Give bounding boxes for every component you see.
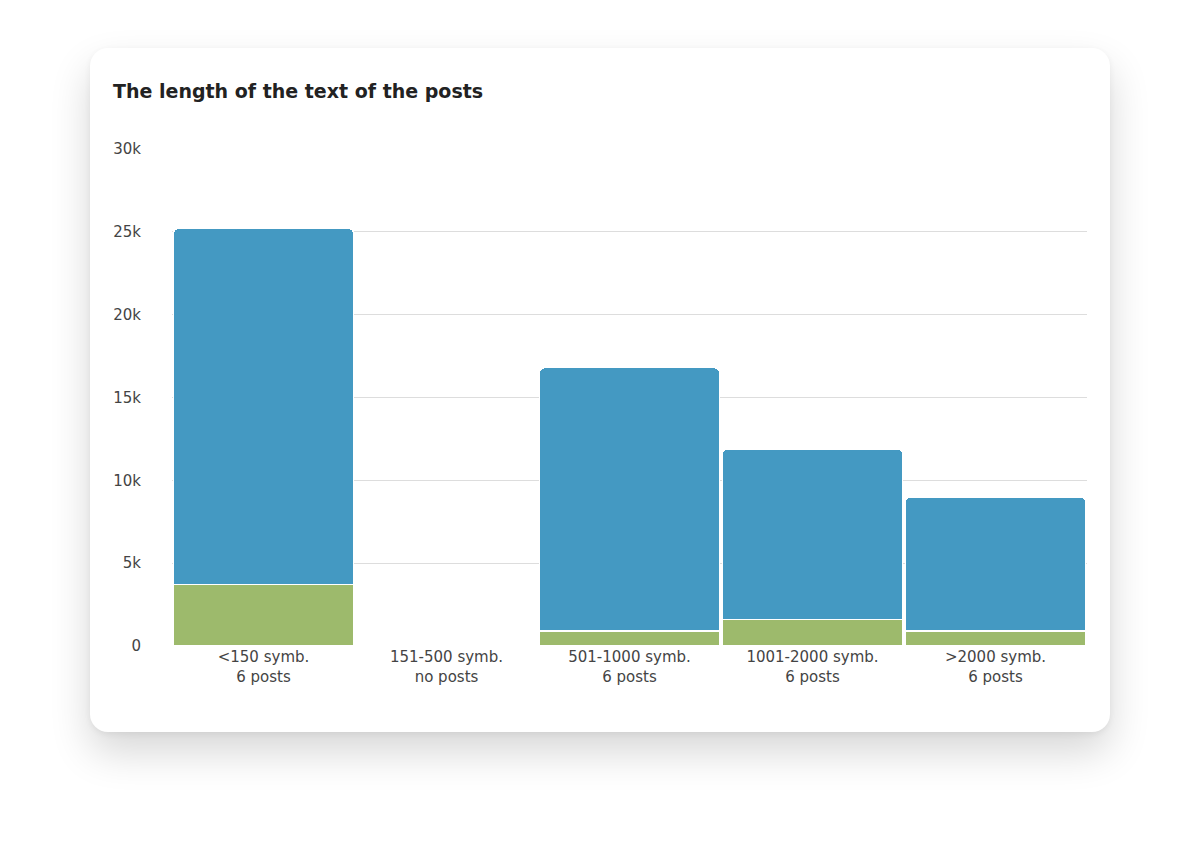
svg-text:151-500 symb.no posts: 151-500 symb.no posts xyxy=(390,648,503,686)
svg-text:501-1000 symb.6 posts: 501-1000 symb.6 posts xyxy=(568,648,691,686)
svg-text:>2000 symb.6 posts: >2000 symb.6 posts xyxy=(945,648,1046,686)
svg-text:25k: 25k xyxy=(113,223,141,241)
svg-text:10k: 10k xyxy=(113,472,141,490)
svg-text:15k: 15k xyxy=(113,389,141,407)
svg-text:30k: 30k xyxy=(113,140,141,158)
svg-text:0: 0 xyxy=(131,637,141,655)
svg-text:The length of the text of the: The length of the text of the posts xyxy=(113,80,483,102)
svg-text:5k: 5k xyxy=(123,554,142,572)
svg-text:<150 symb.6 posts: <150 symb.6 posts xyxy=(218,648,310,686)
svg-text:20k: 20k xyxy=(113,306,141,324)
svg-text:1001-2000 symb.6 posts: 1001-2000 symb.6 posts xyxy=(746,648,878,686)
